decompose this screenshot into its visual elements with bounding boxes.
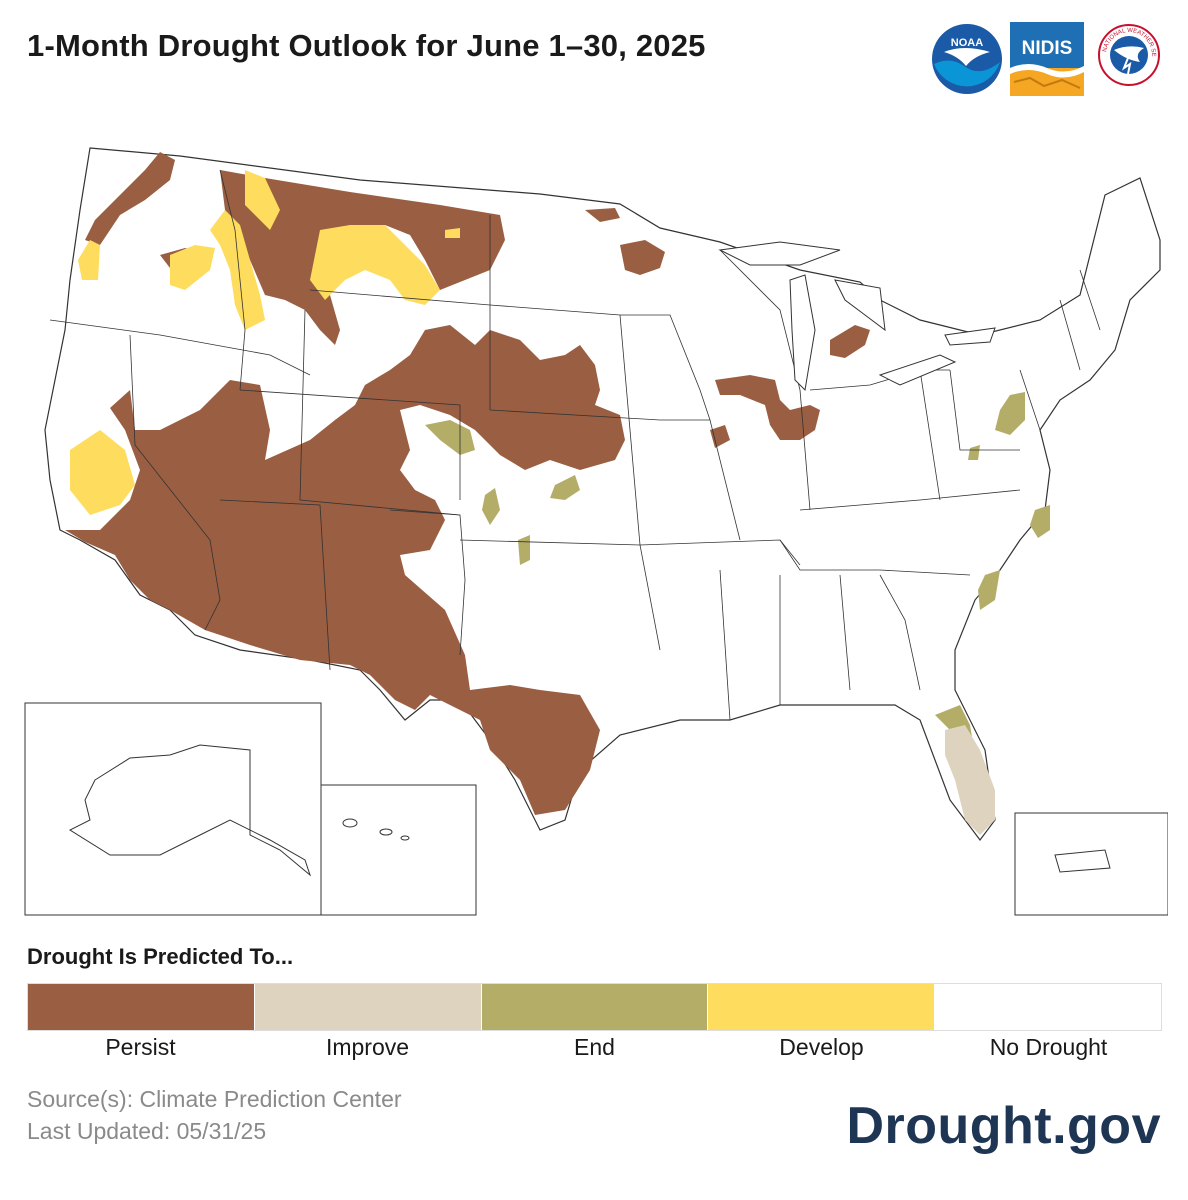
legend-swatch-persist: [28, 984, 254, 1030]
legend-swatch-improve: [253, 984, 481, 1030]
page-title: 1-Month Drought Outlook for June 1–30, 2…: [27, 28, 706, 63]
puerto-rico-outline: [1054, 849, 1111, 873]
improve-areas: [945, 725, 995, 835]
svg-text:NOAA: NOAA: [951, 37, 983, 49]
hawaii-islands: [342, 818, 410, 841]
source-info: Source(s): Climate Prediction Center Las…: [27, 1083, 402, 1147]
source-text: Source(s): Climate Prediction Center: [27, 1086, 402, 1112]
end-mid-atlantic: [995, 392, 1025, 435]
develop-idaho-west: [170, 245, 215, 290]
persist-south-dakota: [620, 240, 665, 275]
legend-label-persist: Persist: [105, 1034, 176, 1060]
legend-label-develop: Develop: [779, 1034, 864, 1060]
persist-missouri: [710, 425, 730, 448]
drought-outlook-map: [24, 147, 1168, 916]
legend-title: Drought Is Predicted To...: [27, 944, 294, 969]
persist-west-southwest: [65, 325, 625, 815]
nws-logo[interactable]: NATIONAL WEATHER SERVICE: [1098, 24, 1160, 86]
persist-illinois-indiana: [715, 375, 820, 440]
persist-pacific-northwest: [85, 152, 175, 245]
legend-swatch-end: [480, 984, 708, 1030]
develop-montana-central: [310, 225, 440, 305]
lake-erie: [878, 354, 957, 386]
end-kansas: [550, 475, 580, 500]
hawaii-inset: [320, 784, 477, 916]
legend-swatch-no-drought: [934, 984, 1161, 1030]
end-south-carolina: [978, 570, 1000, 610]
lake-superior: [718, 241, 841, 266]
develop-california: [70, 430, 135, 515]
develop-oregon: [78, 240, 100, 280]
last-updated-text: Last Updated: 05/31/25: [27, 1118, 267, 1144]
alaska-outline: [68, 744, 312, 877]
lake-ontario: [944, 327, 996, 346]
svg-text:NIDIS: NIDIS: [1022, 38, 1073, 59]
lake-huron: [834, 279, 886, 332]
persist-northern-rockies: [220, 170, 505, 345]
end-new-mexico: [482, 488, 500, 525]
lake-michigan: [789, 274, 816, 392]
legend-labels: Persist Improve End Develop No Drought: [27, 1034, 1162, 1061]
agency-logos: NOAA NIDIS NATIONAL WEATHER SERVICE: [930, 22, 1160, 98]
persist-north-dakota: [585, 208, 620, 222]
drought-gov-brand[interactable]: Drought.gov: [846, 1097, 1161, 1155]
state-boundaries: [49, 169, 1101, 721]
develop-montana-east: [445, 228, 460, 238]
end-texas-panhandle: [518, 535, 530, 565]
develop-areas: [70, 170, 460, 515]
legend-label-end: End: [574, 1034, 615, 1060]
persist-michigan: [830, 325, 870, 358]
improve-florida: [945, 725, 995, 835]
end-north-carolina: [1030, 505, 1050, 538]
legend-bar: [27, 983, 1162, 1031]
end-virginia: [968, 445, 980, 460]
nidis-logo[interactable]: NIDIS: [1010, 22, 1084, 96]
legend-swatch-develop: [707, 984, 935, 1030]
legend-label-no-drought: No Drought: [989, 1034, 1108, 1060]
noaa-logo[interactable]: NOAA: [930, 22, 1004, 96]
develop-idaho-montana: [210, 210, 265, 330]
great-lakes: [718, 241, 996, 392]
develop-northern-rockies: [245, 170, 280, 230]
legend-label-improve: Improve: [325, 1034, 410, 1060]
end-colorado: [425, 420, 475, 455]
